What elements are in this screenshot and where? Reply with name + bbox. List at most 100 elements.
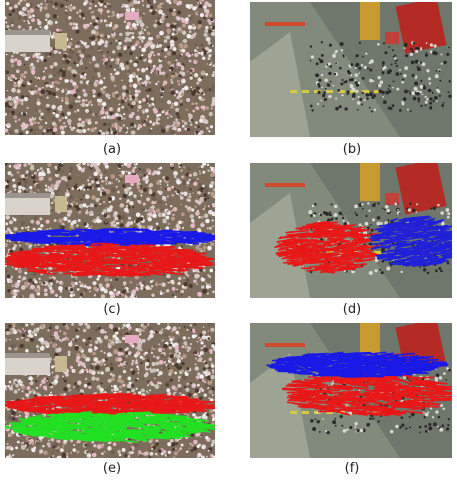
crowd-dot: [120, 205, 122, 207]
pedestrian: [357, 109, 359, 111]
crowd-dot: [49, 128, 53, 132]
crowd-dot: [64, 125, 67, 128]
crowd-dot: [201, 77, 204, 80]
crowd-dot: [210, 62, 212, 64]
crowd-dot: [203, 208, 205, 210]
crowd-dot: [24, 7, 27, 10]
crowd-dot: [142, 14, 144, 16]
pedestrian: [382, 96, 384, 98]
crowd-dot: [151, 293, 154, 296]
crowd-dot: [32, 188, 34, 190]
crowd-dot: [27, 13, 31, 17]
crowd-dot: [109, 24, 112, 27]
crowd-dot: [198, 190, 200, 192]
pedestrian: [361, 203, 363, 205]
crowd-dot: [58, 118, 60, 120]
crowd-dot: [13, 83, 17, 87]
crowd-dot: [197, 125, 200, 128]
crowd-dot: [89, 186, 92, 189]
crowd-dot: [141, 28, 143, 30]
crowd-dot: [67, 219, 70, 222]
crowd-dot: [120, 223, 124, 227]
flow-trace: [89, 264, 103, 265]
crowd-dot: [44, 76, 46, 78]
pedestrian: [437, 90, 440, 93]
pedestrian: [328, 72, 331, 75]
crowd-dot: [71, 276, 73, 278]
crowd-dot: [47, 106, 49, 108]
crowd-dot: [111, 188, 116, 193]
crowd-dot: [176, 180, 181, 185]
crowd-dot: [20, 78, 22, 80]
crowd-dot: [19, 244, 21, 246]
crowd-dot: [7, 289, 10, 292]
crowd-dot: [139, 217, 143, 221]
crowd-dot: [187, 54, 189, 56]
crowd-dot: [181, 170, 183, 172]
pedestrian: [376, 222, 380, 226]
crowd-dot: [83, 76, 87, 80]
crowd-dot: [164, 48, 168, 52]
crowd-dot: [5, 22, 7, 24]
crowd-dot: [9, 279, 13, 283]
crowd-dot: [209, 64, 211, 66]
crowd-dot: [17, 89, 21, 93]
crowd-dot: [121, 165, 123, 167]
flow-trace: [107, 266, 122, 267]
crowd-dot: [14, 82, 16, 84]
crowd-dot: [162, 71, 166, 75]
crowd-dot: [202, 106, 206, 110]
crowd-dot: [192, 89, 197, 94]
pedestrian: [432, 51, 436, 55]
crowd-dot: [185, 205, 188, 208]
crowd-dot: [190, 214, 194, 218]
flow-trace: [405, 259, 414, 260]
crowd-dot: [198, 230, 201, 233]
crowd-dot: [176, 289, 178, 291]
crowd-dot: [136, 212, 141, 217]
crowd-dot: [32, 174, 34, 176]
pedestrian: [335, 217, 338, 220]
car: [385, 32, 399, 44]
crowd-dot: [142, 111, 145, 114]
flow-trace: [34, 256, 45, 257]
pedestrian: [339, 67, 342, 70]
crowd-dot: [26, 224, 28, 226]
pedestrian: [359, 42, 361, 44]
pedestrian: [393, 80, 395, 82]
crowd-dot: [27, 20, 29, 22]
crowd-dot: [142, 329, 145, 332]
crowd-dot: [179, 164, 182, 167]
crowd-dot: [39, 26, 41, 28]
crowd-dot: [81, 48, 86, 53]
flow-trace: [58, 243, 78, 244]
flow-trace: [338, 268, 352, 269]
crowd-dot: [191, 219, 194, 222]
crowd-dot: [169, 1, 172, 4]
crowd-dot: [75, 23, 78, 26]
crowd-dot: [203, 249, 205, 251]
pedestrian: [350, 84, 353, 87]
pedestrian: [385, 205, 389, 209]
crowd-dot: [188, 25, 193, 30]
crowd-dot: [195, 131, 198, 134]
crowd-dot: [134, 80, 136, 82]
crowd-dot: [54, 192, 58, 196]
crowd-dot: [90, 2, 93, 5]
crowd-dot: [119, 198, 121, 200]
pedestrian: [334, 213, 338, 217]
image-content: [250, 0, 452, 137]
crowd-dot: [58, 2, 61, 5]
crowd-dot: [179, 29, 183, 33]
crowd-dot: [160, 187, 162, 189]
crowd-dot: [195, 106, 199, 110]
crowd-dot: [88, 183, 92, 187]
crowd-dot: [40, 9, 42, 11]
crowd-dot: [50, 85, 53, 88]
crowd-dot: [18, 16, 22, 20]
crowd-dot: [25, 227, 27, 229]
crowd-dot: [29, 80, 32, 83]
crowd-dot: [137, 128, 139, 130]
flow-trace: [152, 240, 160, 241]
crowd-dot: [190, 74, 192, 76]
